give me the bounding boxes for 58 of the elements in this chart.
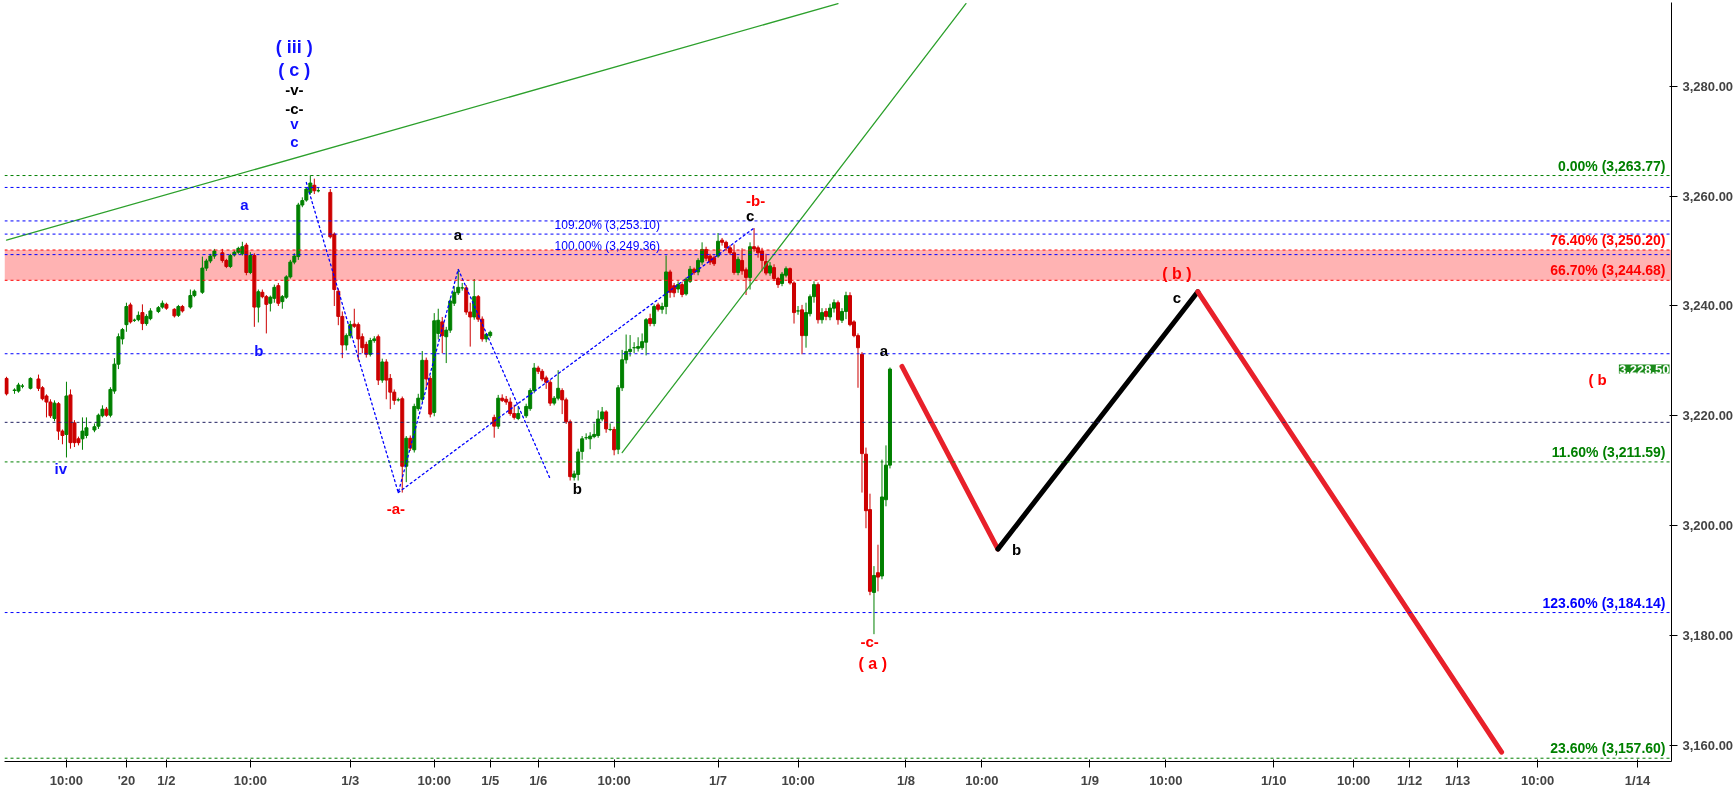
y-tick-label: 3,200.00 bbox=[1682, 518, 1734, 534]
ref-line-label: 100.00% (3,249.36) bbox=[554, 238, 661, 253]
annotation: ( c ) bbox=[278, 60, 311, 80]
annotation: b bbox=[572, 479, 582, 497]
ref-line-label: 23.60% (3,157.60) bbox=[1550, 740, 1666, 757]
annotation: -v- bbox=[285, 81, 304, 99]
annotation: a bbox=[453, 226, 463, 244]
annotation: ( b ) bbox=[1162, 264, 1192, 282]
x-tick-label: 10:00 bbox=[1149, 772, 1183, 788]
x-tick-label: 1/13 bbox=[1444, 772, 1471, 788]
ref-line-label: 0.00% (3,263.77) bbox=[1558, 157, 1666, 174]
annotation: -a- bbox=[386, 500, 406, 518]
ref-line-label: 11.60% (3,211.59) bbox=[1551, 443, 1666, 460]
x-tick-label: 10:00 bbox=[965, 772, 999, 788]
x-tick-label: 10:00 bbox=[1337, 772, 1371, 788]
annotation: -b- bbox=[746, 191, 766, 209]
annotation: c bbox=[290, 133, 299, 151]
x-tick-label: 1/5 bbox=[481, 772, 500, 788]
ref-line-label: 109.20% (3,253.10) bbox=[554, 218, 661, 233]
annotation: b bbox=[1012, 540, 1022, 558]
y-tick-label: 3,180.00 bbox=[1682, 627, 1734, 643]
x-tick-label: 1/12 bbox=[1397, 772, 1423, 788]
x-tick-label: 10:00 bbox=[781, 772, 815, 788]
annotation: b bbox=[254, 341, 264, 359]
annotation: ( b bbox=[1588, 371, 1607, 389]
x-tick-label: 1/6 bbox=[529, 772, 548, 788]
x-tick-label: 10:00 bbox=[597, 772, 631, 788]
annotation: 3,228.50 bbox=[1618, 361, 1670, 377]
annotation: -c- bbox=[285, 99, 304, 117]
annotation: c bbox=[745, 207, 755, 225]
annotation: a bbox=[879, 341, 889, 359]
x-tick-label: 10:00 bbox=[233, 772, 267, 788]
annotation: -c- bbox=[860, 633, 879, 651]
x-tick-label: 1/3 bbox=[341, 772, 360, 788]
x-tick-label: 10:00 bbox=[49, 772, 84, 788]
y-tick-label: 3,280.00 bbox=[1682, 78, 1734, 94]
y-tick-label: 3,160.00 bbox=[1682, 737, 1734, 753]
y-tick-label: 3,240.00 bbox=[1682, 298, 1734, 314]
annotation: ( a ) bbox=[858, 655, 888, 673]
x-tick-label: 1/7 bbox=[709, 772, 728, 788]
ref-line-label: 76.40% (3,250.20) bbox=[1550, 232, 1666, 249]
ref-line-label: 123.60% (3,184.14) bbox=[1542, 594, 1666, 611]
annotation: ( iii ) bbox=[275, 36, 313, 57]
x-tick-label: 1/2 bbox=[157, 772, 176, 788]
ref-line-label: 66.70% (3,244.68) bbox=[1550, 262, 1666, 279]
annotation: iv bbox=[54, 460, 68, 478]
annotation: c bbox=[1172, 289, 1182, 307]
x-tick-label: 10:00 bbox=[417, 772, 451, 788]
annotation: v bbox=[290, 114, 300, 132]
annotation: a bbox=[240, 195, 250, 213]
y-tick-label: 3,260.00 bbox=[1682, 188, 1734, 204]
x-tick-label: 1/14 bbox=[1624, 772, 1651, 788]
x-tick-label: 1/8 bbox=[896, 772, 915, 788]
x-tick-label: 10:00 bbox=[1520, 772, 1555, 788]
x-tick-label: 1/9 bbox=[1080, 772, 1099, 788]
x-tick-label: 1/10 bbox=[1261, 772, 1287, 788]
y-tick-label: 3,220.00 bbox=[1682, 408, 1734, 424]
x-tick-label: '20 bbox=[117, 772, 136, 788]
